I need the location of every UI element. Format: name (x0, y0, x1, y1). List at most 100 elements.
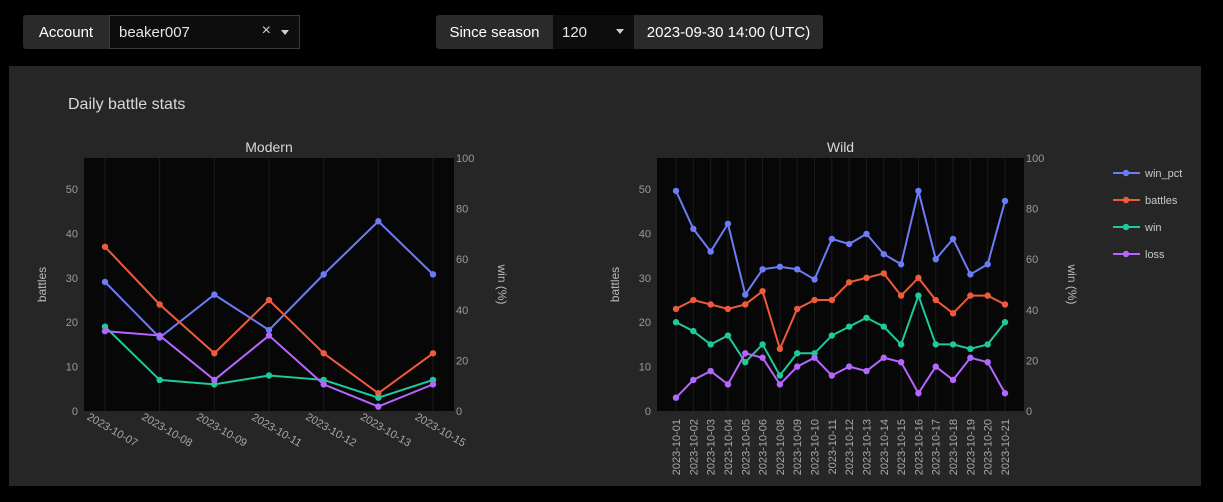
data-point-battles (672, 305, 680, 313)
y2-tick-label: 40 (1026, 305, 1038, 317)
data-point-win_pct (211, 291, 218, 298)
y2-tick-label: 100 (1026, 153, 1044, 165)
data-point-loss (211, 376, 218, 384)
y-axis-title: battles (608, 267, 622, 302)
x-tick-label: 2023-10-11 (249, 411, 303, 449)
data-point-win (724, 332, 732, 339)
data-point-win_pct (375, 218, 382, 225)
data-point-loss (375, 403, 382, 410)
data-point-battles (375, 390, 382, 397)
data-point-loss (265, 332, 273, 339)
x-tick-label: 2023-10-07 (85, 411, 140, 450)
season-select[interactable]: 120 (553, 15, 634, 49)
data-point-battles (724, 305, 732, 313)
data-point-win_pct (429, 271, 437, 278)
data-point-win_pct (320, 271, 327, 278)
data-point-battles (776, 345, 784, 353)
chart-modern: 0 10 20 30 40 50 0 20 40 60 80 100 battles win (%) Mod… (35, 139, 509, 450)
date-range-button[interactable]: 2023-09-30 14:00 (UTC) (634, 15, 823, 49)
x-tick-label: 2023-10-08 (139, 411, 194, 450)
y2-tick-label: 60 (456, 254, 468, 266)
data-point-battles (915, 274, 922, 282)
x-tick-label: 2023-10-06 (758, 419, 770, 475)
account-label: Account (23, 15, 109, 49)
data-point-win (742, 358, 749, 366)
data-point-win_pct (794, 266, 801, 273)
x-tick-label: 2023-10-19 (965, 419, 977, 475)
data-point-loss (949, 376, 957, 384)
data-point-battles (794, 305, 801, 313)
data-point-loss (863, 367, 870, 375)
data-point-win_pct (1001, 197, 1009, 205)
data-point-loss (156, 332, 163, 339)
data-point-win (429, 376, 437, 384)
data-point-win (828, 332, 836, 339)
legend-label-win_pct: win_pct (1144, 168, 1182, 180)
y2-axis-title: win (%) (495, 263, 509, 304)
x-tick-label: 2023-10-09 (792, 419, 804, 475)
x-tick-label: 2023-10-18 (948, 419, 960, 475)
data-point-win_pct (690, 225, 697, 233)
data-point-win (707, 341, 714, 348)
x-tick-label: 2023-10-02 (688, 419, 700, 475)
chevron-down-icon[interactable] (616, 29, 624, 34)
series-line-loss (675, 352, 1006, 399)
data-point-win_pct (811, 276, 818, 283)
data-point-battles (320, 350, 327, 357)
data-point-loss (967, 354, 974, 361)
season-label: Since season (436, 15, 553, 49)
x-tick-label: 2023-10-13 (861, 419, 873, 475)
chart-wild: 0 10 20 30 40 50 0 20 40 60 80 100 battles win (%) Wil… (608, 139, 1079, 475)
y-tick-label: 40 (66, 228, 78, 240)
data-point-win (949, 341, 957, 348)
data-point-win (156, 376, 163, 384)
data-point-win_pct (672, 187, 680, 195)
data-point-battles (932, 296, 939, 304)
y-tick-label: 30 (66, 273, 78, 285)
data-point-win (845, 323, 853, 330)
data-point-battles (984, 292, 991, 299)
y2-tick-label: 80 (456, 204, 468, 216)
data-point-loss (811, 354, 818, 361)
data-point-battles (828, 296, 836, 304)
data-point-win_pct (863, 230, 870, 238)
account-select[interactable]: beaker007 × (109, 15, 300, 49)
filter-toolbar: Account beaker007 × Since season 120 202… (0, 0, 1223, 62)
data-point-win_pct (776, 263, 784, 270)
chevron-down-icon[interactable] (281, 30, 289, 35)
data-point-loss (794, 363, 801, 370)
data-point-win_pct (759, 266, 766, 273)
panel-title: Daily battle stats (68, 96, 186, 113)
y2-axis-title: win (%) (1065, 263, 1079, 304)
data-point-loss (672, 394, 680, 401)
data-point-win_pct (880, 250, 887, 258)
data-point-loss (101, 327, 109, 335)
y-axis-title: battles (35, 267, 49, 302)
x-tick-label: 2023-10-08 (775, 419, 787, 475)
x-tick-label: 2023-10-20 (983, 419, 995, 475)
data-point-loss (897, 358, 905, 366)
data-point-win (375, 394, 382, 401)
data-point-battles (742, 301, 749, 308)
data-point-win_pct (265, 326, 273, 334)
legend-marker (1122, 223, 1130, 231)
chart-title: Modern (245, 139, 292, 155)
data-point-battles (880, 270, 887, 277)
x-tick-label: 2023-10-03 (706, 419, 718, 475)
x-tick-label: 2023-10-21 (1000, 419, 1012, 475)
data-point-win_pct (707, 248, 714, 255)
data-point-win (811, 350, 818, 357)
legend-label-loss: loss (1145, 249, 1165, 261)
data-point-loss (707, 367, 714, 375)
data-point-win (776, 372, 784, 379)
data-point-win (1001, 319, 1009, 326)
y2-tick-label: 20 (456, 355, 468, 367)
data-point-battles (967, 292, 974, 299)
data-point-win (759, 341, 766, 348)
clear-icon[interactable]: × (261, 22, 271, 39)
x-tick-label: 2023-10-15 (896, 419, 908, 475)
data-point-battles (101, 243, 109, 250)
x-tick-label: 2023-10-04 (723, 419, 735, 475)
